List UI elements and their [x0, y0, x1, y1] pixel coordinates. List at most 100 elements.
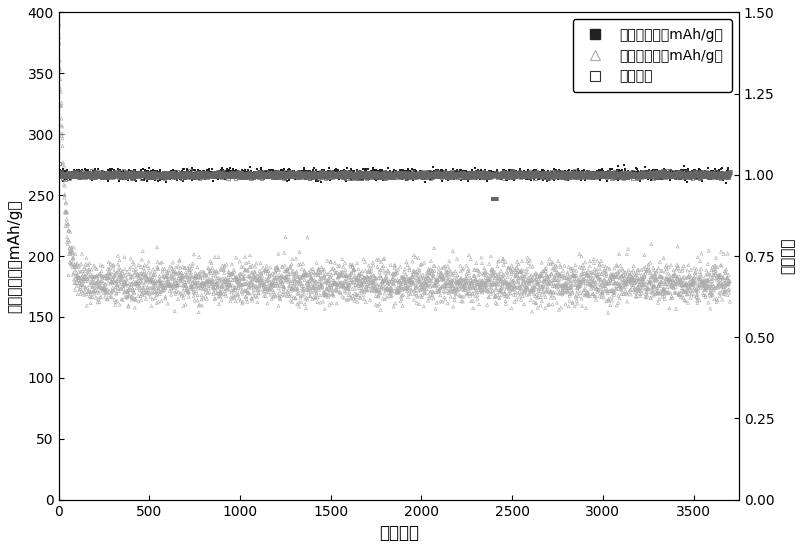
充电比容量（mAh/g） [577, 171, 589, 180]
库伦效率 [141, 171, 154, 180]
充电比容量（mAh/g） [618, 170, 630, 178]
放电比容量（mAh/g） [307, 283, 320, 292]
放电比容量（mAh/g） [308, 269, 321, 278]
库伦效率 [541, 169, 554, 177]
放电比容量（mAh/g） [127, 258, 140, 267]
库伦效率 [411, 171, 424, 180]
充电比容量（mAh/g） [221, 173, 234, 182]
放电比容量（mAh/g） [358, 273, 371, 282]
放电比容量（mAh/g） [280, 272, 293, 281]
充电比容量（mAh/g） [565, 169, 578, 178]
放电比容量（mAh/g） [583, 279, 596, 288]
放电比容量（mAh/g） [459, 276, 472, 284]
充电比容量（mAh/g） [332, 171, 345, 180]
充电比容量（mAh/g） [671, 171, 684, 180]
库伦效率 [389, 169, 402, 178]
放电比容量（mAh/g） [263, 275, 276, 284]
库伦效率 [489, 194, 502, 203]
库伦效率 [239, 170, 252, 178]
库伦效率 [257, 170, 269, 179]
充电比容量（mAh/g） [204, 168, 217, 177]
库伦效率 [618, 170, 631, 179]
放电比容量（mAh/g） [162, 277, 175, 285]
充电比容量（mAh/g） [457, 173, 470, 182]
放电比容量（mAh/g） [149, 288, 162, 296]
充电比容量（mAh/g） [103, 166, 116, 175]
放电比容量（mAh/g） [417, 283, 430, 292]
充电比容量（mAh/g） [474, 169, 487, 177]
充电比容量（mAh/g） [154, 173, 167, 182]
库伦效率 [215, 172, 228, 181]
充电比容量（mAh/g） [608, 173, 621, 182]
放电比容量（mAh/g） [260, 274, 273, 283]
充电比容量（mAh/g） [62, 171, 75, 180]
放电比容量（mAh/g） [271, 264, 284, 272]
充电比容量（mAh/g） [328, 170, 341, 179]
放电比容量（mAh/g） [448, 287, 460, 296]
放电比容量（mAh/g） [281, 265, 294, 273]
充电比容量（mAh/g） [426, 163, 439, 172]
库伦效率 [365, 168, 378, 177]
库伦效率 [520, 170, 533, 178]
充电比容量（mAh/g） [584, 169, 597, 177]
库伦效率 [410, 169, 423, 178]
充电比容量（mAh/g） [641, 169, 654, 178]
库伦效率 [375, 172, 388, 181]
库伦效率 [407, 170, 420, 179]
放电比容量（mAh/g） [438, 288, 451, 296]
放电比容量（mAh/g） [387, 279, 399, 288]
充电比容量（mAh/g） [274, 171, 287, 180]
库伦效率 [253, 170, 266, 178]
充电比容量（mAh/g） [371, 172, 384, 181]
放电比容量（mAh/g） [280, 276, 293, 284]
放电比容量（mAh/g） [156, 258, 168, 267]
充电比容量（mAh/g） [87, 166, 99, 175]
库伦效率 [656, 170, 669, 178]
放电比容量（mAh/g） [664, 289, 677, 298]
库伦效率 [260, 167, 273, 176]
放电比容量（mAh/g） [316, 277, 329, 286]
充电比容量（mAh/g） [123, 174, 136, 183]
放电比容量（mAh/g） [527, 281, 540, 289]
放电比容量（mAh/g） [338, 294, 350, 302]
库伦效率 [358, 171, 371, 180]
充电比容量（mAh/g） [379, 168, 392, 177]
放电比容量（mAh/g） [248, 292, 261, 301]
放电比容量（mAh/g） [97, 279, 110, 288]
库伦效率 [647, 171, 660, 180]
放电比容量（mAh/g） [84, 288, 97, 296]
放电比容量（mAh/g） [653, 271, 666, 279]
充电比容量（mAh/g） [355, 170, 368, 179]
库伦效率 [691, 171, 703, 180]
放电比容量（mAh/g） [305, 287, 318, 296]
库伦效率 [472, 170, 485, 178]
库伦效率 [431, 171, 444, 180]
放电比容量（mAh/g） [386, 287, 399, 295]
充电比容量（mAh/g） [589, 170, 602, 178]
充电比容量（mAh/g） [553, 169, 566, 178]
充电比容量（mAh/g） [66, 167, 79, 176]
放电比容量（mAh/g） [183, 275, 196, 284]
放电比容量（mAh/g） [293, 298, 306, 307]
库伦效率 [286, 171, 298, 180]
放电比容量（mAh/g） [157, 276, 170, 284]
库伦效率 [167, 170, 180, 178]
放电比容量（mAh/g） [537, 288, 549, 296]
库伦效率 [630, 170, 642, 179]
库伦效率 [682, 172, 695, 181]
充电比容量（mAh/g） [259, 173, 272, 182]
充电比容量（mAh/g） [341, 173, 354, 182]
放电比容量（mAh/g） [335, 282, 348, 291]
充电比容量（mAh/g） [617, 170, 630, 178]
库伦效率 [644, 170, 657, 179]
放电比容量（mAh/g） [302, 285, 314, 294]
放电比容量（mAh/g） [412, 286, 425, 295]
库伦效率 [460, 170, 473, 178]
充电比容量（mAh/g） [573, 171, 586, 180]
库伦效率 [560, 170, 573, 179]
库伦效率 [140, 171, 152, 180]
充电比容量（mAh/g） [657, 170, 670, 179]
放电比容量（mAh/g） [67, 270, 79, 279]
充电比容量（mAh/g） [378, 172, 391, 181]
充电比容量（mAh/g） [627, 174, 640, 183]
